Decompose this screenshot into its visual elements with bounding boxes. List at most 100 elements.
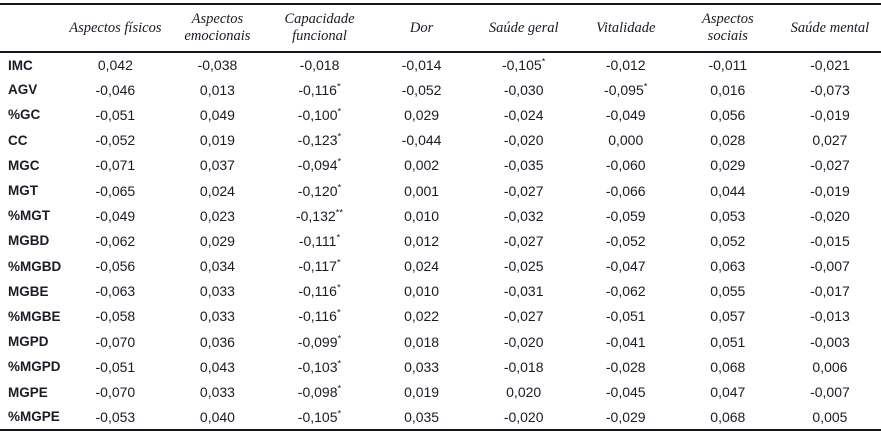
correlation-value: -0,018: [503, 358, 544, 375]
correlation-value: 0,029: [404, 106, 440, 123]
correlation-value: -0,011: [708, 57, 748, 74]
correlation-value: 0,010: [404, 207, 440, 224]
correlation-value: -0,051: [605, 308, 646, 325]
header-row: Aspectos físicos Aspectos emocionais Capac…: [0, 4, 881, 52]
correlation-value: -0,028: [605, 358, 646, 375]
correlation-value: 0,010: [404, 283, 440, 300]
correlation-value: -0,051: [95, 106, 136, 123]
significance-marker: *: [337, 383, 342, 395]
correlation-value: 0,052: [710, 232, 746, 249]
significance-marker: *: [643, 81, 648, 93]
correlation-value: -0,060: [605, 157, 646, 174]
correlation-value: 0,022: [404, 308, 440, 325]
correlation-value: -0,046: [95, 81, 136, 98]
correlation-value: -0,003: [810, 333, 850, 350]
table-row: MGBE -0,063 0,033 -0,116* 0,010 -0,031 -0,062 0…: [0, 279, 881, 304]
correlation-value: 0,056: [710, 106, 746, 123]
correlation-value: -0,007: [810, 384, 850, 401]
row-label: MGBE: [8, 283, 49, 299]
correlation-value: 0,063: [710, 258, 746, 275]
correlation-value: 0,033: [199, 283, 235, 300]
row-label: %MGT: [8, 208, 50, 224]
significance-marker: *: [336, 81, 341, 93]
table-row: %MGPE -0,053 0,040 -0,105* 0,035 -0,020 -0,029…: [0, 405, 881, 430]
correlation-value: 0,029: [710, 157, 746, 174]
correlation-value: -0,047: [605, 258, 646, 275]
significance-marker: *: [541, 56, 546, 68]
correlation-value: 0,057: [710, 308, 746, 325]
correlation-value: -0,071: [95, 157, 136, 174]
correlation-value: -0,058: [95, 308, 136, 325]
correlation-value: 0,018: [404, 333, 440, 350]
correlation-value: -0,020: [503, 333, 544, 350]
correlation-value: 0,040: [199, 408, 235, 425]
table-row: %GC -0,051 0,049 -0,100* 0,029 -0,024 -0,049 0,…: [0, 102, 881, 127]
correlation-value: 0,012: [404, 232, 440, 249]
correlation-value: 0,055: [710, 283, 746, 300]
correlation-value: -0,103*: [297, 358, 342, 375]
correlation-value: -0,007: [810, 258, 850, 275]
correlation-value: -0,063: [95, 283, 136, 300]
correlation-value: -0,095*: [604, 81, 648, 98]
significance-marker: *: [336, 307, 341, 319]
table-row: AGV -0,046 0,013 -0,116* -0,052 -0,030 -0,095*…: [0, 77, 881, 102]
correlation-value: -0,013: [810, 308, 850, 325]
correlation-value: 0,036: [199, 333, 235, 350]
correlation-value: -0,021: [810, 57, 850, 74]
significance-marker: *: [337, 181, 342, 193]
correlation-value: -0,052: [95, 132, 136, 149]
correlation-value: -0,116*: [298, 282, 341, 300]
correlation-value: -0,056: [95, 258, 136, 275]
correlation-value: -0,019: [810, 182, 850, 199]
table-body: IMC 0,042 -0,038 -0,018 -0,014 -0,105* -0,012 -…: [0, 52, 881, 430]
correlation-value: -0,032: [503, 207, 544, 224]
correlation-table: Aspectos físicos Aspectos emocionais Capac…: [0, 3, 881, 431]
row-label: MGT: [8, 183, 38, 199]
correlation-value: 0,044: [710, 182, 746, 199]
correlation-value: -0,018: [299, 57, 340, 74]
correlation-value: -0,041: [605, 333, 646, 350]
correlation-value: 0,028: [710, 132, 746, 149]
table-row: MGPD -0,070 0,036 -0,099* 0,018 -0,020 -0,041 0…: [0, 329, 881, 354]
significance-marker: *: [336, 257, 341, 269]
correlation-value: 0,024: [404, 258, 440, 275]
column-header: Capacidade funcional: [284, 11, 355, 44]
correlation-value: 0,051: [710, 333, 746, 350]
column-header: Aspectos físicos: [69, 19, 162, 36]
table-row: IMC 0,042 -0,038 -0,018 -0,014 -0,105* -0,012 -…: [0, 52, 881, 77]
correlation-value: 0,006: [812, 358, 848, 375]
row-label: %MGBD: [8, 258, 62, 274]
correlation-value: 0,043: [199, 358, 235, 375]
correlation-value: -0,015: [810, 232, 850, 249]
correlation-value: 0,037: [199, 157, 235, 174]
correlation-value: 0,034: [199, 258, 235, 275]
correlation-value: 0,024: [199, 182, 235, 199]
correlation-value: -0,045: [605, 384, 646, 401]
significance-marker: *: [337, 106, 342, 118]
correlation-value: -0,116*: [298, 307, 341, 325]
column-header: Saúde geral: [488, 19, 559, 36]
row-label: IMC: [8, 57, 33, 73]
correlation-value: -0,020: [503, 132, 544, 149]
correlation-value: 0,005: [812, 408, 848, 425]
correlation-value: 0,020: [506, 384, 542, 401]
table-row: %MGT -0,049 0,023 -0,132** 0,010 -0,032 -0,059…: [0, 203, 881, 228]
row-label: MGPE: [8, 384, 48, 400]
correlation-value: -0,038: [197, 57, 238, 74]
column-header: Dor: [409, 19, 434, 36]
correlation-value: 0,068: [710, 358, 746, 375]
correlation-value: -0,094*: [297, 156, 342, 174]
significance-marker: *: [337, 156, 342, 168]
correlation-value: -0,116*: [298, 81, 341, 98]
correlation-value: -0,044: [401, 132, 442, 149]
correlation-value: -0,117*: [298, 257, 341, 275]
correlation-value: -0,059: [605, 207, 646, 224]
column-header: Saúde mental: [790, 19, 870, 36]
correlation-value: -0,027: [503, 308, 544, 325]
table-row: MGT -0,065 0,024 -0,120* 0,001 -0,027 -0,066 0,…: [0, 178, 881, 203]
correlation-value: -0,062: [95, 232, 136, 249]
correlation-value: 0,033: [404, 358, 440, 375]
correlation-value: -0,020: [810, 207, 850, 224]
table-row: %MGBD -0,056 0,034 -0,117* 0,024 -0,025 -0,047…: [0, 254, 881, 279]
